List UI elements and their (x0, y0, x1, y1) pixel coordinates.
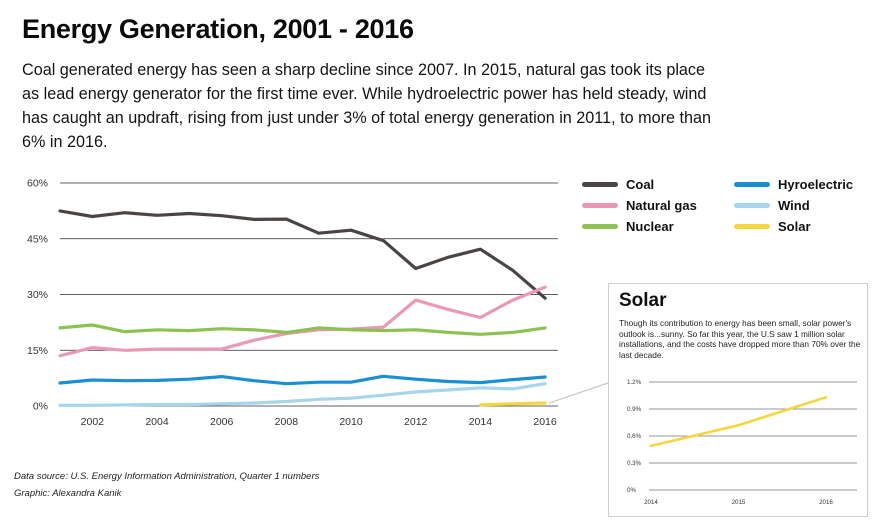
legend-label: Nuclear (626, 218, 674, 234)
legend-item-solar: Solar (734, 216, 811, 236)
data-source-note: Data source: U.S. Energy Information Adm… (14, 471, 320, 482)
legend-swatch (582, 202, 618, 208)
chart-legend: Coal Hyroelectric Natural gas Wind Nuclear So… (582, 174, 880, 238)
y-tick-label: 0% (33, 401, 48, 413)
legend-label: Hyroelectric (778, 176, 854, 192)
y-tick-label: 15% (27, 345, 48, 357)
series-line-solar (649, 395, 828, 448)
callout-text: Though its contribution to energy has be… (619, 318, 861, 360)
callout-title: Solar (619, 290, 667, 311)
x-tick-label: 2010 (339, 416, 363, 428)
graphic-credit: Graphic: Alexandra Kanik (14, 488, 122, 499)
series-line-coal (58, 209, 547, 300)
y-tick-label: 0.3% (627, 460, 642, 467)
y-tick-label: 0.6% (627, 433, 642, 440)
y-tick-label: 45% (27, 233, 48, 245)
legend-swatch (734, 202, 770, 208)
y-tick-label: 30% (27, 289, 48, 301)
legend-label: Coal (626, 176, 655, 192)
x-tick-label: 2002 (81, 416, 105, 428)
x-tick-label: 2008 (275, 416, 299, 428)
legend-swatch (734, 223, 770, 229)
legend-item-coal: Coal (582, 174, 654, 194)
x-tick-label: 2014 (644, 499, 658, 506)
x-tick-label: 2012 (404, 416, 428, 428)
y-tick-label: 0.9% (627, 406, 642, 413)
legend-label: Natural gas (626, 197, 697, 213)
x-tick-label: 2015 (732, 499, 746, 506)
legend-swatch (734, 181, 770, 187)
legend-label: Solar (778, 218, 811, 234)
x-tick-label: 2016 (533, 416, 557, 428)
x-tick-label: 2006 (210, 416, 234, 428)
chart-title: Energy Generation, 2001 - 2016 (22, 14, 414, 44)
legend-label: Wind (778, 197, 810, 213)
x-tick-label: 2014 (469, 416, 493, 428)
legend-item-nuclear: Nuclear (582, 216, 674, 236)
solar-callout-box: Solar Though its contribution to energy … (608, 283, 868, 517)
x-tick-label: 2016 (819, 499, 833, 506)
series-line-natural-gas (58, 285, 547, 358)
main-line-chart: 0% 15% 30% 45% 60% 2002 2004 2006 2008 2010 2012 20… (27, 178, 558, 428)
series-line-nuclear (58, 323, 547, 336)
series-line-hydroelectric (58, 374, 547, 386)
legend-item-hydroelectric: Hyroelectric (734, 174, 853, 194)
legend-item-natural-gas: Natural gas (582, 195, 697, 215)
chart-subtitle: Coal generated energy has seen a sharp d… (22, 61, 711, 151)
legend-swatch (582, 181, 618, 187)
series-line-wind (58, 382, 547, 407)
y-tick-label: 1.2% (627, 379, 642, 386)
y-tick-label: 60% (27, 178, 48, 190)
solar-line-chart: 0% 0.3% 0.6% 0.9% 1.2% 2014 2015 2016 (627, 379, 857, 506)
legend-swatch (582, 223, 618, 229)
y-tick-label: 0% (627, 487, 636, 494)
x-tick-label: 2004 (145, 416, 169, 428)
legend-item-wind: Wind (734, 195, 810, 215)
series-line-solar (478, 401, 547, 407)
